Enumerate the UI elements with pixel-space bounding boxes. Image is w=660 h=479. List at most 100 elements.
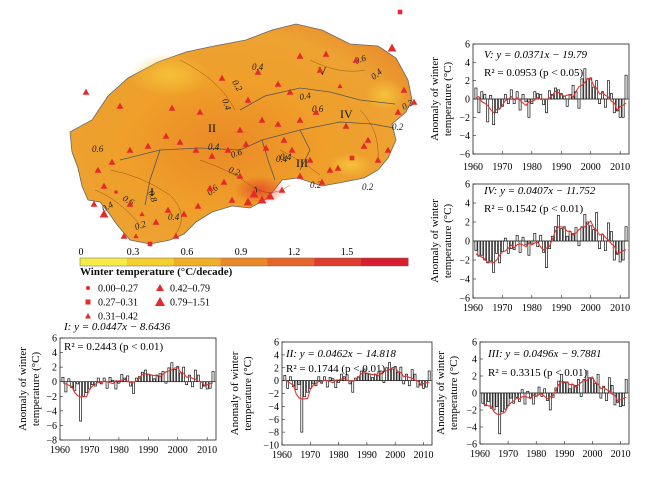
anomaly-bar — [486, 98, 490, 123]
station-marker — [116, 102, 124, 109]
anomaly-bar — [515, 392, 518, 398]
contour-label: 0.2 — [392, 122, 404, 132]
contour-label: 0.4 — [220, 97, 233, 111]
x-tick-label: 1960 — [50, 445, 70, 456]
x-tick-label: 1970 — [300, 450, 320, 461]
colorbar-tick-label: 1.5 — [341, 247, 354, 258]
station-marker — [236, 126, 244, 133]
x-tick-label: 2000 — [581, 162, 601, 173]
anomaly-bar — [498, 240, 501, 264]
anomaly-bar — [604, 240, 607, 251]
anomaly-bar — [593, 383, 597, 394]
station-marker — [360, 142, 368, 149]
anomaly-bar — [484, 392, 487, 407]
region-labels: IIIIIIIVV — [150, 64, 353, 199]
anomaly-bar — [328, 377, 332, 381]
anomaly-bar — [88, 381, 91, 390]
anomaly-bar — [396, 371, 400, 381]
y-tick-label: 4 — [472, 355, 477, 366]
anomaly-bar — [303, 380, 307, 398]
x-tick-label: 1980 — [522, 303, 542, 314]
legend-square-marker — [85, 299, 91, 305]
station-marker — [242, 140, 250, 147]
x-tick-label: 1960 — [463, 162, 483, 173]
contour-label: 0.4 — [276, 154, 288, 164]
y-tick-label: −4 — [466, 423, 477, 434]
legend-large-triangle-marker — [155, 297, 165, 306]
anomaly-bar — [382, 380, 386, 383]
station-marker — [394, 108, 402, 115]
anomaly-bar — [379, 370, 383, 381]
station-marker — [296, 116, 304, 123]
anomaly-bar — [337, 380, 340, 383]
x-tick-label: 1990 — [551, 162, 571, 173]
anomaly-bar — [152, 378, 156, 383]
anomaly-bar — [524, 240, 528, 246]
anomaly-bar — [96, 377, 100, 383]
anomaly-bar — [155, 375, 159, 383]
station-marker — [162, 132, 170, 139]
anomaly-bar — [577, 240, 581, 247]
station-marker — [397, 9, 403, 15]
anomaly-bar — [591, 378, 594, 394]
anomaly-bar — [474, 87, 478, 100]
legend-label: 0.00–0.27 — [98, 284, 138, 295]
anomaly-bar — [585, 370, 589, 394]
anomaly-bar — [481, 392, 485, 404]
anomaly-bar — [509, 392, 513, 399]
y-tick-label: −2 — [268, 389, 279, 400]
anomaly-bar — [483, 240, 487, 261]
legend-triangle-marker — [156, 284, 164, 291]
anomaly-bar — [515, 234, 519, 242]
station-marker — [82, 88, 90, 95]
y-axis-label: Anomaly of wintertemperature (°C) — [17, 347, 42, 431]
anomaly-chart-V: −6 −4 −2 0 2 4 6 1960 1970 1980 1990 2000 2010 V: y =… — [429, 40, 630, 174]
anomaly-bar — [170, 362, 174, 383]
y-tick-label: −6 — [46, 421, 57, 432]
contour-label: 0.2 — [133, 218, 147, 231]
anomaly-bar — [117, 381, 121, 384]
anomaly-bar — [606, 80, 610, 100]
anomaly-bar — [515, 91, 519, 100]
anomaly-bar — [592, 229, 596, 242]
contour-label: 0.6 — [312, 104, 324, 114]
anomaly-bar — [579, 392, 583, 397]
anomaly-bar — [548, 90, 551, 100]
anomaly-bar — [616, 392, 620, 403]
anomaly-bar — [141, 371, 144, 383]
anomaly-bar — [289, 376, 292, 381]
contour-label: 0.4 — [252, 62, 264, 72]
anomaly-bar — [503, 237, 507, 242]
anomaly-bar — [368, 373, 372, 381]
colorbar-cell — [220, 258, 268, 266]
y-tick-label: 2 — [465, 76, 470, 87]
anomaly-bar — [537, 386, 541, 394]
anomaly-bar — [618, 240, 622, 263]
y-tick-label: −4 — [46, 406, 57, 417]
anomaly-chart-III: −6 −4 −2 0 2 4 6 1960 1970 1980 1990 2000 2010 III: y… — [435, 338, 631, 461]
anomaly-bar — [111, 379, 115, 383]
anomaly-bar — [208, 381, 212, 389]
station-marker — [126, 200, 134, 207]
contour-label: 0.2 — [362, 182, 374, 192]
x-tick-label: 1970 — [498, 449, 518, 460]
station-marker — [220, 178, 228, 185]
anomaly-bar — [624, 74, 628, 100]
anomaly-bar — [562, 95, 566, 100]
y-tick-label: 2 — [465, 218, 470, 229]
station-marker — [206, 184, 214, 191]
anomaly-bar — [588, 377, 592, 394]
y-tick-label: −4 — [459, 275, 470, 286]
x-tick-label: 2010 — [414, 450, 434, 461]
anomaly-bar — [556, 89, 560, 100]
anomaly-bar — [586, 78, 590, 100]
anomaly-bar — [188, 374, 191, 383]
anomaly-bar — [520, 389, 524, 394]
anomaly-bar — [489, 392, 493, 409]
station-marker — [228, 196, 236, 203]
legend-dot-marker — [86, 286, 90, 290]
x-tick-label: 1990 — [551, 303, 571, 314]
anomaly-bar — [385, 367, 389, 381]
anomaly-bar — [533, 233, 537, 242]
x-tick-label: 2000 — [385, 450, 405, 461]
